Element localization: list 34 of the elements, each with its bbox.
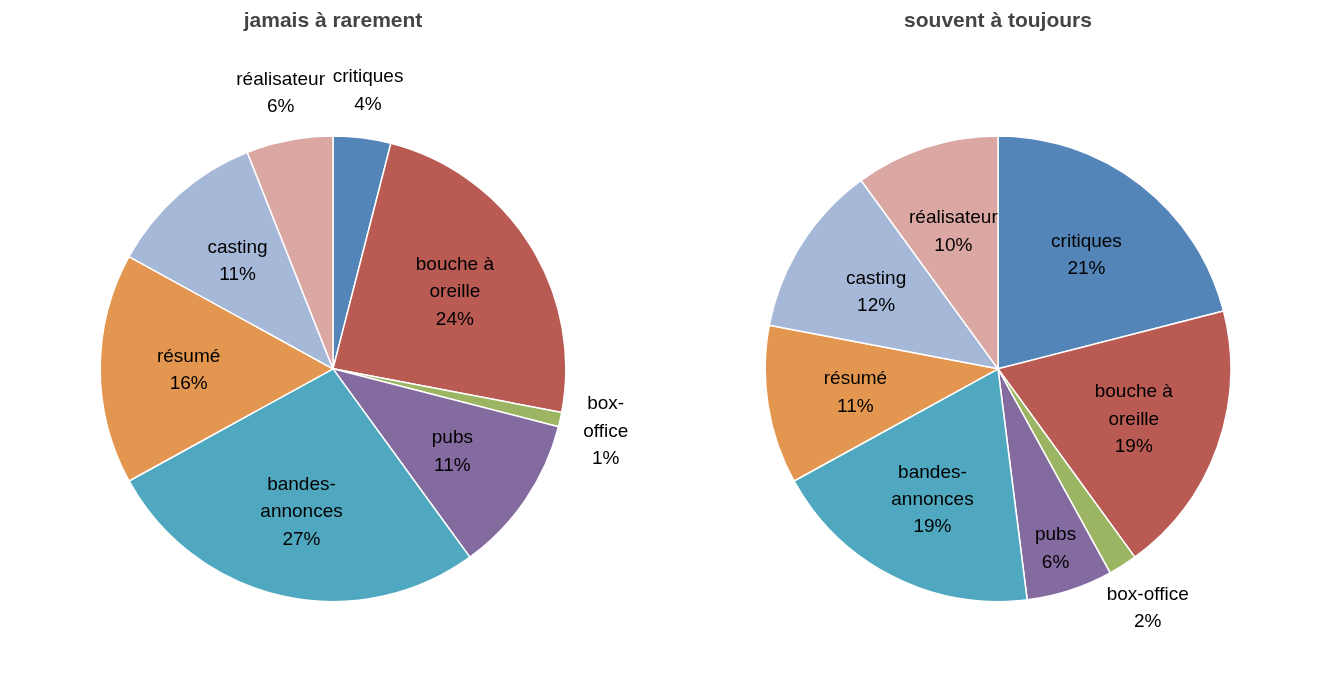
- slice-label: réalisateur: [909, 206, 999, 228]
- chart-title: souvent à toujours: [904, 7, 1092, 31]
- slice-label: bouche à oreille: [415, 253, 495, 302]
- data-label: 10%: [934, 233, 973, 255]
- data-label: 19%: [1114, 434, 1153, 456]
- slice-label: critiques: [1051, 229, 1122, 251]
- data-label: 11%: [837, 394, 874, 416]
- slice-label: réalisateur: [236, 67, 326, 89]
- data-label: 11%: [434, 453, 471, 475]
- data-label: 24%: [435, 307, 474, 329]
- data-label: 2%: [1133, 609, 1162, 631]
- data-label: 16%: [169, 371, 208, 393]
- data-label: 27%: [282, 527, 321, 549]
- slice-label: bouche à oreille: [1094, 380, 1174, 429]
- data-label: 6%: [266, 95, 295, 117]
- data-label: 4%: [354, 92, 382, 114]
- slice-label: bandes- annonces: [891, 460, 974, 509]
- slice-label: résumé: [156, 344, 221, 366]
- slice-label: critiques: [332, 65, 404, 87]
- data-label: 1%: [591, 447, 620, 469]
- data-label: 12%: [857, 293, 896, 315]
- slice-label: bandes- annonces: [260, 473, 343, 522]
- slice-label: pubs: [431, 426, 473, 448]
- chart-title: jamais à rarement: [242, 7, 423, 31]
- slice-label: box-office: [1106, 582, 1189, 604]
- data-label: 19%: [913, 515, 952, 537]
- slice-label: casting: [207, 235, 268, 257]
- data-label: 6%: [1041, 550, 1070, 572]
- data-label: 21%: [1067, 256, 1106, 278]
- slice-label: résumé: [823, 367, 888, 389]
- data-label: 11%: [219, 262, 256, 284]
- slice-label: casting: [846, 266, 907, 288]
- slice-label: pubs: [1034, 523, 1077, 545]
- slice-label: box- office: [583, 392, 629, 441]
